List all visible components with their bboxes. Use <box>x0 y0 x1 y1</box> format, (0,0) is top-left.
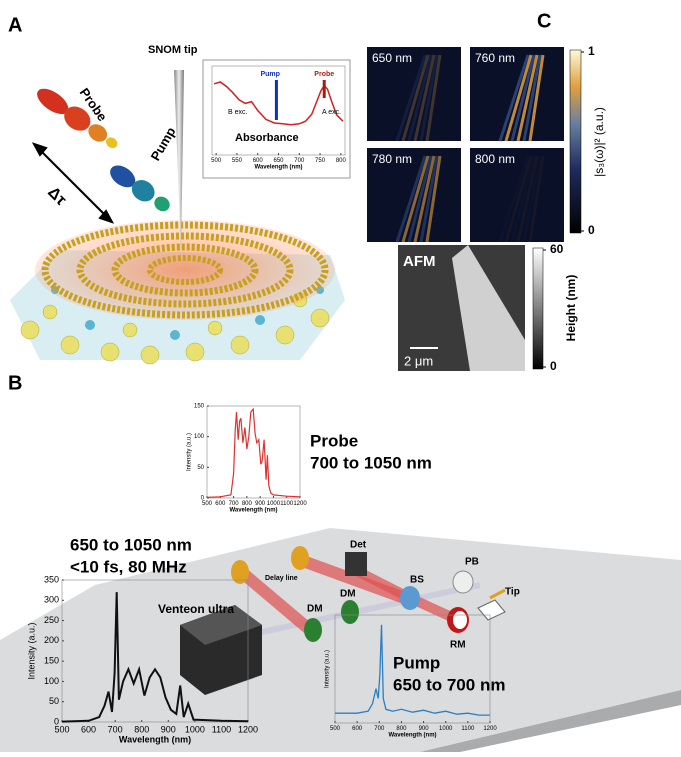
x-tick-label: 700 <box>374 726 385 732</box>
y-tick-label: 150 <box>194 404 205 410</box>
x-tick-label: 1100 <box>461 726 475 732</box>
panel-label: C <box>537 10 551 32</box>
colorbar-tick-label: 60 <box>550 242 564 256</box>
y-tick-label: 50 <box>49 696 59 706</box>
pump-marker: Pump <box>260 71 279 78</box>
colorbar <box>570 50 581 233</box>
x-tick-label: 600 <box>81 724 96 734</box>
y-axis-label: Intensity (a.u.) <box>26 622 36 679</box>
b-exc-label: B exc. <box>228 109 248 116</box>
y-tick-label: 200 <box>44 635 59 645</box>
probe-title: Probe <box>310 431 358 450</box>
panel-label: A <box>8 14 22 36</box>
height-colorbar <box>533 248 543 369</box>
x-tick-label: 600 <box>352 726 363 732</box>
x-tick-label: 900 <box>255 501 266 507</box>
source-specs: <10 fs, 80 MHz <box>70 557 187 576</box>
y-tick-label: 350 <box>44 574 59 584</box>
probe-range: 700 to 1050 nm <box>310 453 432 472</box>
page: A SNOM tip Probe Pump Δτ 500550600650700… <box>0 0 681 757</box>
component-label: Tip <box>505 587 520 598</box>
delay-label: Δτ <box>44 184 69 209</box>
colorbar-tick-label: 0 <box>588 223 595 237</box>
height-ticks: 0 60 <box>543 242 564 373</box>
x-tick-label: 550 <box>232 158 243 164</box>
map-label: 780 nm <box>372 152 412 166</box>
y-tick-label: 50 <box>197 465 204 471</box>
spiral-wave <box>35 220 335 320</box>
x-tick-label: 700 <box>108 724 123 734</box>
a-exc-label: A exc. <box>322 109 341 116</box>
component-label: BS <box>410 575 424 586</box>
pump-label: Pump <box>148 124 179 163</box>
colorbar-label: |s₃(ω)|² (a.u.) <box>592 107 606 177</box>
x-tick-label: 1000 <box>439 726 453 732</box>
x-tick-label: 1100 <box>280 501 294 507</box>
scale-bar-label: 2 μm <box>404 353 433 368</box>
x-tick-label: 700 <box>229 501 240 507</box>
x-tick-label: 800 <box>134 724 149 734</box>
x-tick-label: 500 <box>202 501 213 507</box>
x-tick-label: 800 <box>242 501 253 507</box>
x-axis-label: Wavelength (nm) <box>119 734 191 744</box>
x-axis-label: Wavelength (nm) <box>229 508 277 514</box>
y-tick-label: 150 <box>44 656 59 666</box>
pump-title: Pump <box>393 653 440 672</box>
x-tick-label: 750 <box>315 158 326 164</box>
component-label: DM <box>340 589 356 600</box>
probe-marker: Probe <box>314 71 334 78</box>
x-tick-label: 800 <box>336 158 347 164</box>
component-label: Det <box>350 540 367 551</box>
height-label: Height (nm) <box>564 275 578 342</box>
component-label: RM <box>450 640 466 651</box>
pump-range: 650 to 700 nm <box>393 675 505 694</box>
y-tick-label: 250 <box>44 615 59 625</box>
delay-arrow <box>34 144 112 222</box>
y-tick-label: 0 <box>54 716 59 726</box>
y-tick-label: 300 <box>44 595 59 605</box>
x-tick-label: 500 <box>211 158 222 164</box>
x-tick-label: 1200 <box>483 726 497 732</box>
colorbar-tick-label: 1 <box>588 44 595 58</box>
x-axis-label: Wavelength (nm) <box>388 733 436 739</box>
y-axis-label: Intensity (a.u.) <box>187 433 193 471</box>
x-tick-label: 600 <box>253 158 264 164</box>
x-tick-label: 1000 <box>267 501 281 507</box>
panel-label: B <box>8 372 22 394</box>
y-tick-label: 100 <box>194 434 205 440</box>
x-tick-label: 600 <box>215 501 226 507</box>
x-tick-label: 1200 <box>293 501 307 507</box>
inset-title: Absorbance <box>235 132 299 144</box>
x-tick-label: 1200 <box>238 724 258 734</box>
nano-maps: 650 nm 760 nm 780 nm 800 nm <box>367 47 564 242</box>
x-tick-label: 900 <box>419 726 430 732</box>
x-tick-label: 700 <box>294 158 305 164</box>
x-axis-label: Wavelength (nm) <box>254 165 302 171</box>
x-tick-label: 1000 <box>185 724 205 734</box>
figure: A SNOM tip Probe Pump Δτ 500550600650700… <box>0 0 681 752</box>
component-label: DM <box>307 604 323 615</box>
map-label: 760 nm <box>475 51 515 65</box>
map-label: 800 nm <box>475 152 515 166</box>
component-label: Delay line <box>265 575 298 582</box>
component-label: PB <box>465 557 479 568</box>
source-range: 650 to 1050 nm <box>70 535 192 554</box>
colorbar-tick-label: 0 <box>550 359 557 373</box>
x-tick-label: 1100 <box>212 724 231 734</box>
x-tick-label: 650 <box>273 158 284 164</box>
x-tick-label: 500 <box>330 726 341 732</box>
pump-pulses <box>106 160 175 217</box>
tip-label: SNOM tip <box>148 44 198 56</box>
y-axis-label: Intensity (a.u.) <box>325 650 331 688</box>
y-tick-label: 100 <box>44 676 59 686</box>
map-label: 650 nm <box>372 51 412 65</box>
component-label: Venteon ultra <box>158 602 234 616</box>
x-tick-label: 800 <box>396 726 407 732</box>
afm-label: AFM <box>403 253 436 270</box>
x-tick-label: 900 <box>161 724 176 734</box>
